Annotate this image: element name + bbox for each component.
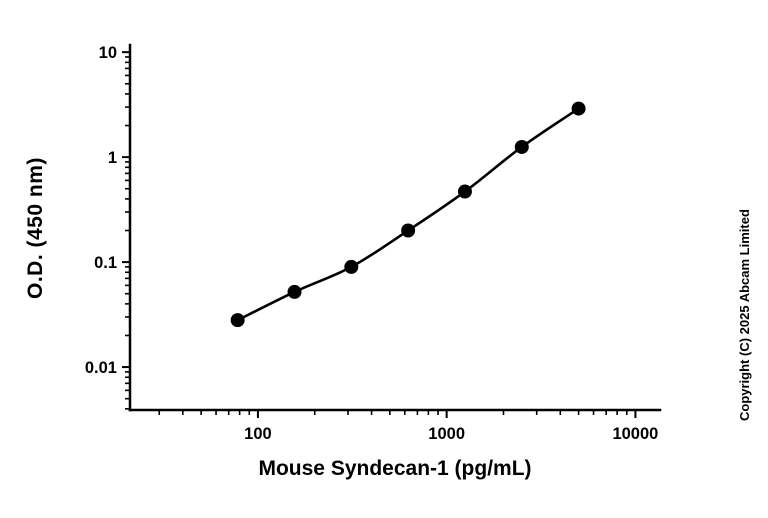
data-point bbox=[287, 284, 302, 299]
y-tick-label: 0.01 bbox=[85, 359, 117, 377]
y-tick-label: 10 bbox=[99, 44, 117, 62]
x-axis-title: Mouse Syndecan-1 (pg/mL) bbox=[258, 457, 532, 480]
x-tick-label: 100 bbox=[244, 425, 272, 443]
data-point bbox=[457, 184, 472, 199]
data-point bbox=[230, 313, 245, 328]
copyright-text: Copyright (C) 2025 Abcam Limited bbox=[737, 209, 752, 421]
data-point bbox=[344, 259, 359, 274]
data-point bbox=[514, 139, 529, 154]
x-tick-label: 10000 bbox=[612, 425, 658, 443]
x-tick-label: 1000 bbox=[428, 425, 465, 443]
y-axis-title: O.D. (450 nm) bbox=[24, 157, 47, 299]
data-point bbox=[571, 101, 586, 116]
y-tick-label: 0.1 bbox=[94, 254, 117, 272]
y-tick-label: 1 bbox=[108, 149, 117, 167]
data-point bbox=[401, 223, 416, 238]
